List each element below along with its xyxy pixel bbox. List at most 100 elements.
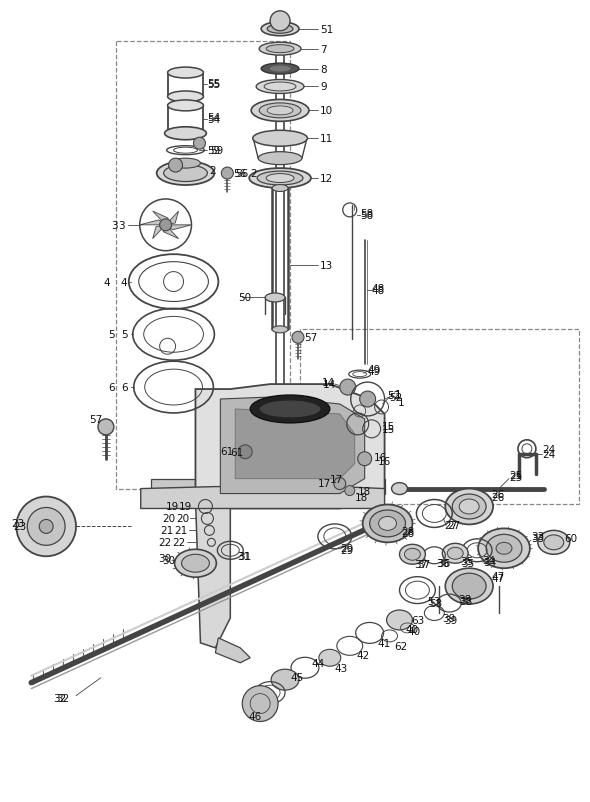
- Text: 22: 22: [173, 537, 186, 548]
- Text: 11: 11: [320, 134, 333, 144]
- Text: 57: 57: [89, 415, 102, 424]
- Ellipse shape: [168, 101, 204, 111]
- Text: 43: 43: [335, 663, 348, 673]
- Text: 17: 17: [318, 478, 331, 488]
- Polygon shape: [153, 225, 166, 239]
- Text: 8: 8: [320, 64, 326, 75]
- Text: 54: 54: [208, 113, 221, 124]
- Text: 3: 3: [118, 221, 124, 230]
- Text: 63: 63: [411, 615, 425, 626]
- Ellipse shape: [370, 510, 405, 537]
- Ellipse shape: [544, 535, 563, 550]
- Circle shape: [292, 332, 304, 344]
- Polygon shape: [195, 385, 385, 508]
- Text: 51: 51: [320, 25, 333, 34]
- Ellipse shape: [442, 544, 468, 564]
- Ellipse shape: [447, 548, 463, 560]
- Text: 28: 28: [402, 529, 415, 539]
- Text: 56: 56: [235, 169, 248, 179]
- Text: 53: 53: [427, 597, 441, 606]
- Text: 33: 33: [531, 532, 544, 541]
- Text: 10: 10: [320, 106, 333, 116]
- Text: 18: 18: [358, 486, 371, 496]
- Ellipse shape: [379, 516, 396, 531]
- Ellipse shape: [405, 549, 421, 561]
- Ellipse shape: [272, 185, 288, 192]
- Text: 26: 26: [491, 492, 504, 502]
- Ellipse shape: [265, 294, 285, 302]
- Text: 47: 47: [491, 572, 504, 581]
- Circle shape: [270, 12, 290, 32]
- Text: 30: 30: [159, 553, 172, 564]
- Circle shape: [334, 478, 346, 490]
- Text: 41: 41: [378, 638, 391, 648]
- Text: 48: 48: [372, 286, 385, 295]
- Ellipse shape: [251, 100, 309, 122]
- Text: 5: 5: [121, 330, 127, 340]
- Text: 13: 13: [320, 261, 333, 270]
- Ellipse shape: [486, 535, 522, 562]
- Text: 1: 1: [395, 390, 401, 399]
- Text: 52: 52: [389, 392, 403, 403]
- Text: 42: 42: [357, 650, 370, 660]
- Text: 37: 37: [414, 560, 428, 569]
- Ellipse shape: [261, 64, 299, 75]
- Ellipse shape: [459, 500, 479, 514]
- Text: 5: 5: [108, 330, 114, 340]
- Ellipse shape: [182, 554, 209, 573]
- Circle shape: [221, 168, 233, 180]
- Circle shape: [242, 686, 278, 722]
- Text: 30: 30: [163, 556, 176, 565]
- Polygon shape: [150, 479, 385, 494]
- Ellipse shape: [267, 107, 293, 115]
- Polygon shape: [166, 212, 179, 225]
- Text: 3: 3: [111, 221, 117, 230]
- Text: 49: 49: [368, 365, 381, 375]
- Text: 14: 14: [322, 378, 335, 387]
- Ellipse shape: [258, 152, 302, 165]
- Text: 35: 35: [460, 557, 473, 566]
- Text: 56: 56: [233, 169, 247, 179]
- Text: 24: 24: [542, 449, 555, 460]
- Text: 45: 45: [290, 672, 303, 682]
- Text: 21: 21: [160, 526, 174, 536]
- Text: 52: 52: [388, 391, 401, 400]
- Ellipse shape: [175, 549, 217, 577]
- Ellipse shape: [256, 80, 304, 95]
- Ellipse shape: [272, 326, 288, 334]
- Text: 25: 25: [509, 472, 522, 482]
- Text: 33: 33: [531, 533, 544, 544]
- Text: 7: 7: [320, 45, 326, 55]
- Ellipse shape: [171, 159, 201, 169]
- Ellipse shape: [266, 174, 294, 184]
- Text: 14: 14: [323, 379, 336, 390]
- Text: 39: 39: [444, 615, 457, 626]
- Text: 23: 23: [14, 522, 27, 532]
- Text: 15: 15: [382, 424, 395, 435]
- Ellipse shape: [257, 172, 303, 186]
- Text: 28: 28: [402, 527, 415, 537]
- Text: 61: 61: [230, 448, 244, 457]
- Text: 36: 36: [437, 558, 450, 569]
- Text: 62: 62: [395, 641, 408, 651]
- Text: 27: 27: [444, 520, 457, 531]
- Circle shape: [98, 419, 114, 435]
- Text: 4: 4: [104, 277, 110, 287]
- Ellipse shape: [259, 43, 301, 56]
- Polygon shape: [140, 221, 166, 225]
- Text: 61: 61: [220, 446, 234, 456]
- Polygon shape: [166, 225, 192, 230]
- Text: 25: 25: [509, 470, 522, 480]
- Ellipse shape: [168, 92, 204, 103]
- Text: 29: 29: [340, 545, 353, 556]
- Text: 26: 26: [491, 489, 504, 499]
- Text: 40: 40: [405, 624, 418, 634]
- Text: 58: 58: [360, 211, 373, 221]
- Text: 2: 2: [209, 166, 216, 176]
- Text: 18: 18: [355, 492, 368, 502]
- Ellipse shape: [250, 395, 330, 423]
- Text: 36: 36: [437, 558, 451, 569]
- Text: 54: 54: [208, 115, 221, 125]
- Text: 57: 57: [304, 333, 317, 343]
- Circle shape: [160, 220, 172, 232]
